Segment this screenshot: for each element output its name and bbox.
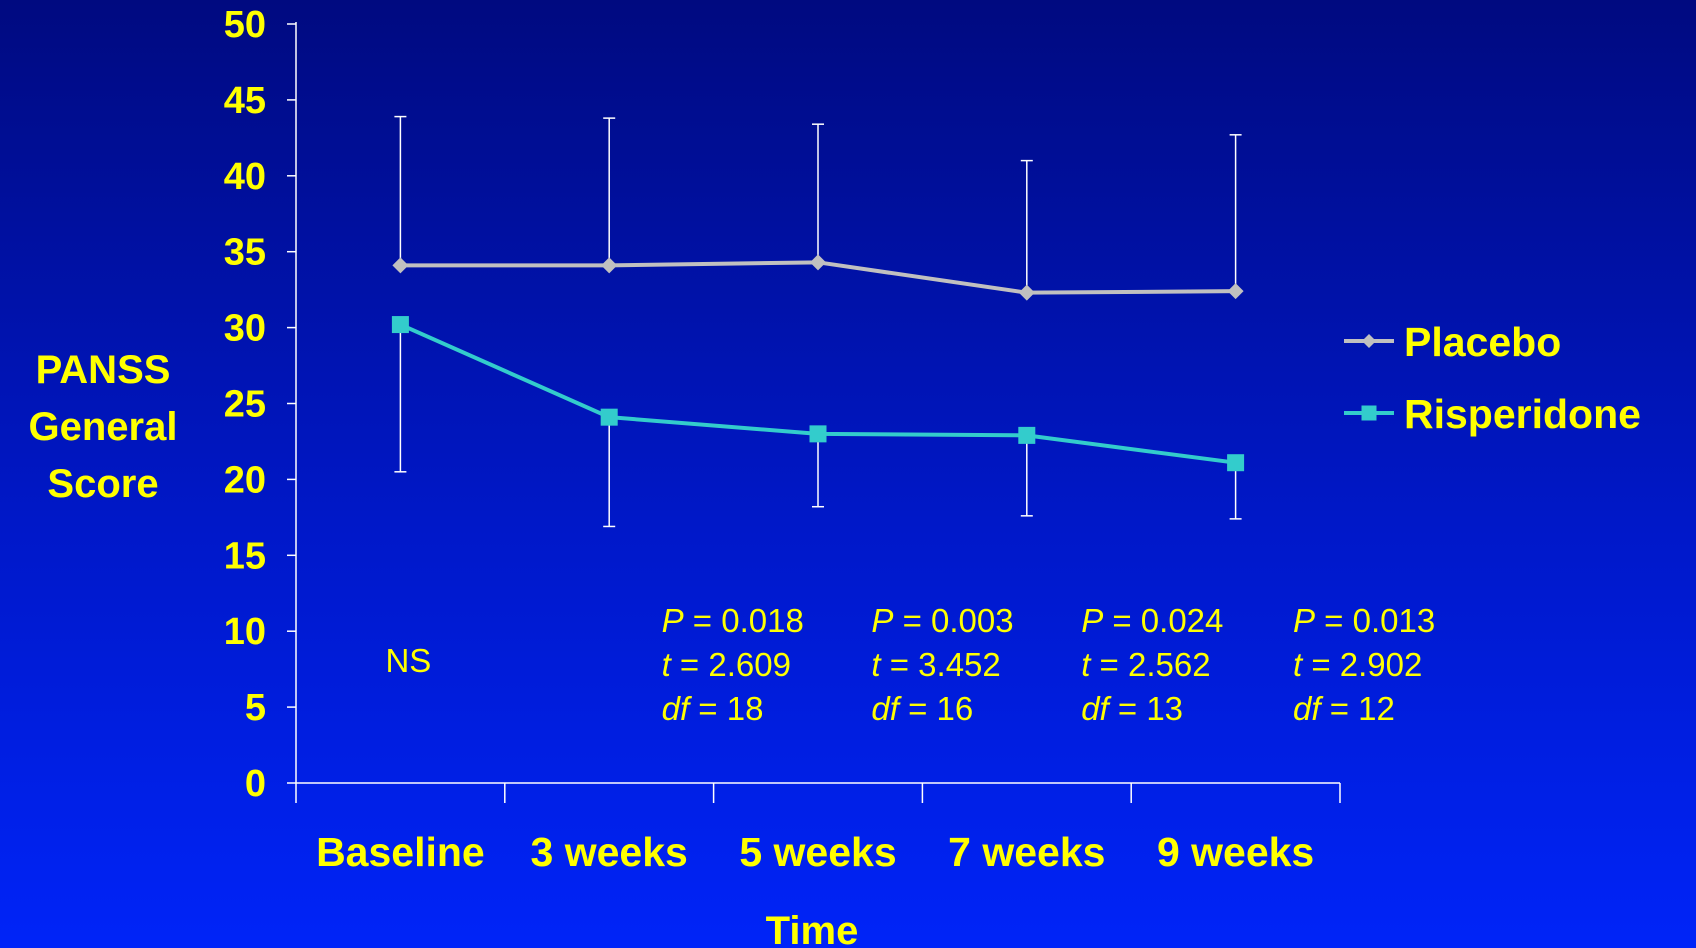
data-point-risperidone [1018, 426, 1036, 444]
x-tick-label: Baseline [316, 829, 485, 875]
y-tick-label: 10 [224, 611, 266, 653]
stat-annotation-line: P = 0.024 [1081, 602, 1223, 639]
stat-annotation-line: t = 2.609 [662, 646, 791, 683]
y-tick-label: 35 [224, 232, 266, 274]
legend-marker [1362, 334, 1376, 348]
error-bars [394, 115, 1242, 528]
y-axis-title-line: PANSS [36, 348, 171, 392]
stat-annotation-line: P = 0.013 [1293, 602, 1435, 639]
stat-annotation-line: t = 2.902 [1293, 646, 1422, 683]
y-tick-label: 25 [224, 384, 266, 426]
data-point-risperidone [1227, 454, 1245, 472]
y-tick-label: 40 [224, 156, 266, 198]
stat-annotation-line: df = 18 [662, 690, 764, 727]
data-point-risperidone [600, 408, 618, 426]
data-point-placebo [392, 257, 409, 274]
stat-annotation-line: df = 13 [1081, 690, 1183, 727]
data-point-risperidone [809, 425, 827, 443]
stat-annotation-line: t = 3.452 [871, 646, 1000, 683]
legend-marker [1361, 405, 1377, 421]
stat-annotation-line: P = 0.018 [662, 602, 804, 639]
axis-labels: PANSS General Score Time [29, 348, 859, 948]
y-tick-label: 50 [224, 4, 266, 46]
x-tick-label: 9 weeks [1157, 829, 1314, 875]
stat-annotation-line: df = 16 [871, 690, 973, 727]
stat-annotation-line: df = 12 [1293, 690, 1395, 727]
y-tick-label: 5 [245, 687, 266, 729]
x-tick-label: 3 weeks [531, 829, 688, 875]
legend-label: Placebo [1404, 319, 1561, 365]
x-axis-title: Time [766, 909, 859, 948]
data-point-placebo [1227, 283, 1244, 300]
stat-annotation-line: t = 2.562 [1081, 646, 1210, 683]
y-tick-label: 20 [224, 459, 266, 501]
y-axis-title-line: Score [47, 462, 158, 506]
data-point-risperidone [391, 316, 409, 334]
stat-annotation-line: P = 0.003 [871, 602, 1013, 639]
y-tick-label: 30 [224, 308, 266, 350]
data-point-placebo [810, 254, 826, 271]
legend-label: Risperidone [1404, 391, 1641, 437]
y-tick-label: 45 [224, 80, 266, 122]
data-point-placebo [1018, 284, 1035, 301]
stat-annotations: NS P = 0.018 t = 2.609 df = 18 P = 0.003 t = … [385, 602, 1435, 727]
legend: Placebo Risperidone [1344, 319, 1641, 437]
chart-axes: 0 5 10 15 20 25 30 35 40 45 50 Baseline 3 weeks 5 wee… [224, 4, 1341, 875]
y-tick-label: 15 [224, 535, 266, 577]
data-markers [391, 254, 1245, 472]
x-tick-label: 5 weeks [739, 829, 896, 875]
stat-annotation-line: NS [385, 642, 431, 679]
x-tick-label: 7 weeks [948, 829, 1105, 875]
y-axis-title-line: General [29, 405, 178, 449]
y-tick-label: 0 [245, 763, 266, 805]
data-point-placebo [601, 257, 618, 274]
